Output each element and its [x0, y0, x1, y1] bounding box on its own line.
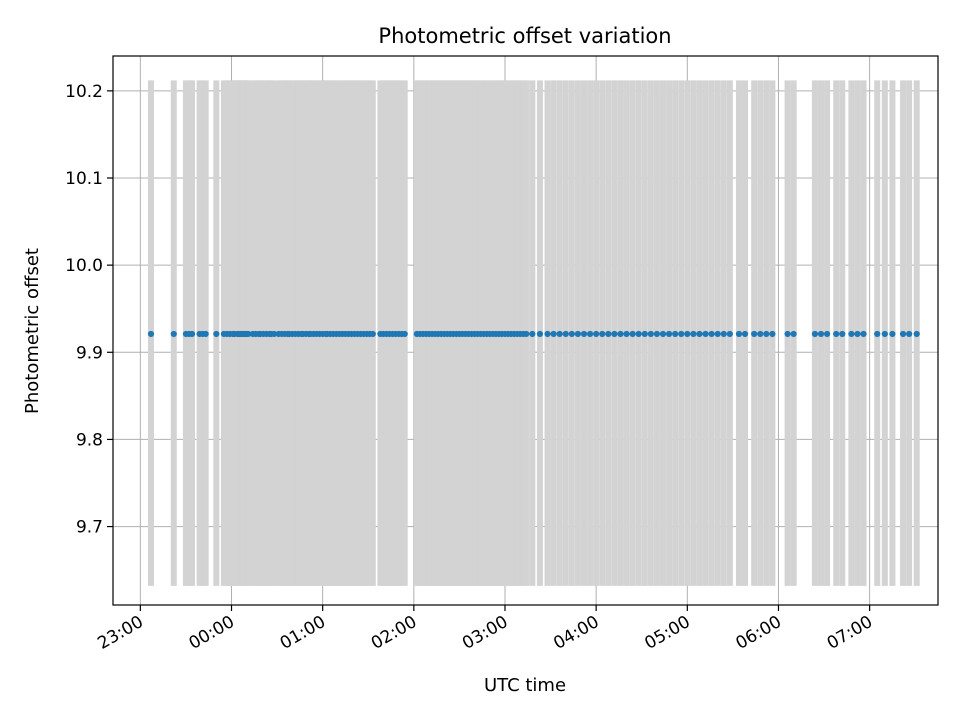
data-point [641, 330, 648, 338]
data-point [188, 330, 196, 338]
data-point [714, 330, 721, 338]
data-point [605, 330, 612, 338]
data-point [817, 330, 825, 338]
data-point [854, 330, 861, 338]
data-point [741, 330, 749, 338]
data-point [556, 330, 563, 338]
data-point [881, 330, 888, 338]
data-point [586, 330, 594, 338]
y-axis-label: Photometric offset [22, 248, 43, 414]
data-point [889, 330, 896, 338]
data-point [899, 330, 907, 338]
data-point [860, 330, 867, 338]
y-tick-label: 10.0 [65, 256, 103, 276]
data-point [529, 330, 536, 338]
data-point [369, 330, 376, 338]
data-point [617, 330, 624, 338]
y-tick-label: 10.2 [65, 82, 103, 102]
data-point [784, 330, 791, 338]
chart-title: Photometric offset variation [378, 24, 671, 48]
y-tick-label: 10.1 [65, 169, 103, 189]
data-point [611, 330, 618, 338]
data-point [823, 330, 831, 338]
data-point [696, 330, 703, 338]
y-tick-label: 9.7 [76, 518, 103, 538]
data-point [147, 330, 155, 338]
x-axis-label: UTC time [484, 675, 566, 696]
data-point [874, 330, 881, 338]
data-point [726, 330, 733, 338]
data-point [647, 330, 654, 338]
data-point [702, 330, 709, 338]
data-point [580, 330, 588, 338]
data-point [735, 330, 743, 338]
data-point [550, 330, 557, 338]
data-point [690, 330, 697, 338]
data-point [170, 330, 177, 338]
data-point [401, 330, 408, 338]
y-tick-label: 9.8 [76, 430, 103, 450]
data-point [568, 330, 575, 338]
data-point [245, 330, 252, 338]
data-point [213, 330, 220, 338]
y-tick-label: 9.9 [76, 343, 103, 363]
data-point [790, 330, 797, 338]
data-point [593, 330, 600, 338]
data-point [708, 330, 715, 338]
data-point [672, 330, 679, 338]
data-point [833, 330, 840, 338]
data-point [763, 330, 770, 338]
data-point [599, 330, 606, 338]
data-point [574, 330, 582, 338]
data-point [623, 330, 630, 338]
data-point [659, 330, 667, 338]
data-point [678, 330, 685, 338]
data-point [757, 330, 764, 338]
data-point [848, 330, 855, 338]
data-point [751, 330, 758, 338]
y-axis-ticks: 9.7 9.8 9.9 10.0 10.1 10.2 [65, 82, 113, 538]
data-point [202, 330, 209, 338]
data-point [720, 330, 727, 338]
data-point [629, 330, 636, 338]
data-point [523, 330, 530, 338]
data-point [653, 330, 661, 338]
data-point [684, 330, 691, 338]
data-point [536, 330, 544, 338]
data-point [913, 330, 920, 338]
data-point [665, 330, 673, 338]
data-point [811, 330, 819, 338]
data-point [906, 330, 913, 338]
data-point [562, 330, 569, 338]
data-points [147, 330, 920, 338]
data-point [635, 330, 642, 338]
data-point [769, 330, 776, 338]
data-point [839, 330, 846, 338]
data-point [544, 330, 551, 338]
plot-area-frame [112, 55, 939, 606]
data-point [270, 330, 278, 338]
